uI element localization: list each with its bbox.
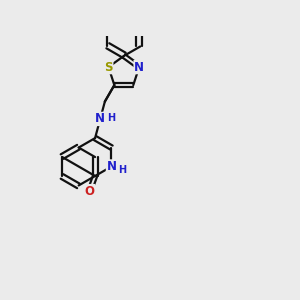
- Text: N: N: [95, 112, 105, 125]
- Text: O: O: [85, 184, 94, 198]
- Text: N: N: [106, 160, 116, 173]
- Text: H: H: [107, 113, 115, 123]
- Text: S: S: [104, 61, 113, 74]
- Text: N: N: [134, 61, 144, 74]
- Text: H: H: [118, 165, 126, 175]
